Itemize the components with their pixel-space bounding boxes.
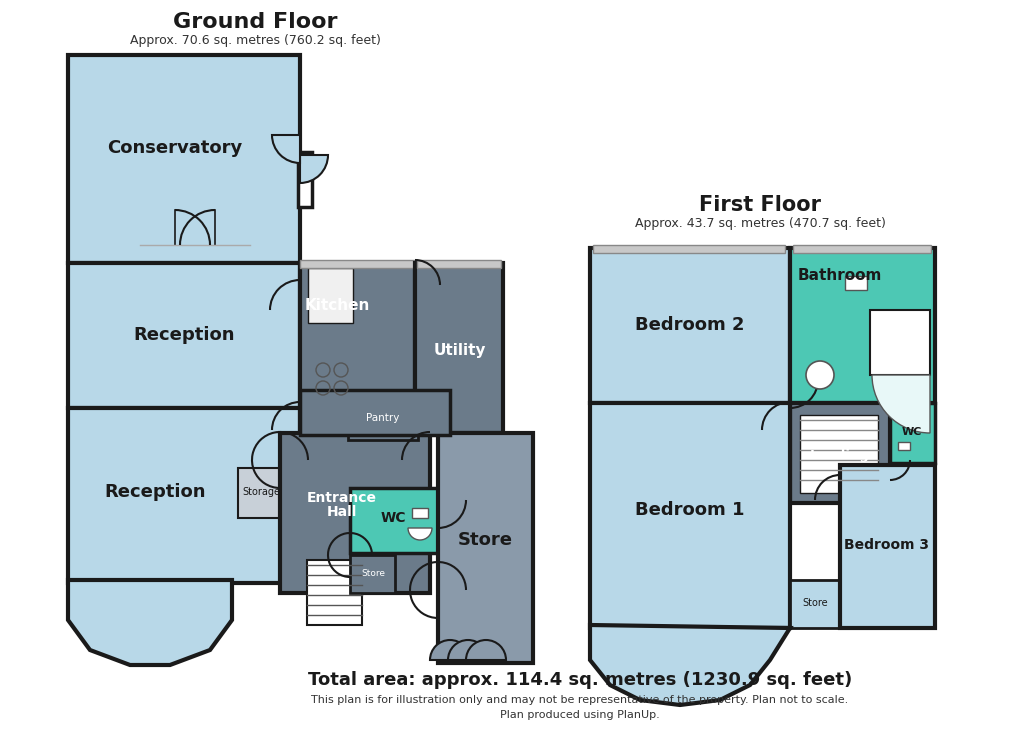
Wedge shape — [872, 375, 930, 433]
Text: This plan is for illustration only and may not be representative of the property: This plan is for illustration only and m… — [311, 695, 849, 705]
Text: Plan produced using PlanUp.: Plan produced using PlanUp. — [500, 710, 659, 720]
Wedge shape — [300, 155, 328, 183]
Text: Reception: Reception — [104, 483, 206, 501]
Text: Approx. 70.6 sq. metres (760.2 sq. feet): Approx. 70.6 sq. metres (760.2 sq. feet) — [130, 33, 381, 47]
Bar — [300, 390, 450, 435]
Bar — [793, 245, 931, 253]
Bar — [840, 465, 935, 628]
Bar — [845, 276, 867, 290]
Text: Kitchen: Kitchen — [304, 298, 370, 312]
Bar — [790, 580, 840, 628]
Bar — [415, 263, 503, 433]
Text: Store: Store — [458, 531, 512, 549]
Wedge shape — [466, 640, 506, 660]
Bar — [417, 260, 501, 268]
Bar — [280, 433, 430, 593]
Text: Storage: Storage — [242, 487, 280, 497]
Bar — [300, 263, 415, 433]
Bar — [307, 560, 362, 625]
Bar — [68, 408, 300, 583]
Text: Bathroom: Bathroom — [798, 268, 883, 283]
Text: Landing: Landing — [810, 449, 870, 461]
Wedge shape — [272, 135, 300, 163]
Text: Ground Floor: Ground Floor — [173, 12, 337, 32]
Circle shape — [806, 361, 834, 389]
Bar — [412, 508, 428, 518]
Text: Approx. 43.7 sq. metres (470.7 sq. feet): Approx. 43.7 sq. metres (470.7 sq. feet) — [635, 217, 886, 229]
Bar — [298, 152, 312, 207]
Text: Utility: Utility — [434, 342, 486, 358]
Bar — [348, 395, 418, 440]
Text: Bedroom 3: Bedroom 3 — [845, 538, 930, 552]
Text: Entrance: Entrance — [307, 491, 377, 505]
Bar — [898, 442, 910, 450]
Bar — [238, 468, 283, 518]
Text: Conservatory: Conservatory — [108, 139, 243, 157]
Polygon shape — [68, 580, 232, 665]
Text: Hall: Hall — [327, 505, 357, 519]
Bar — [438, 433, 534, 663]
Text: Pantry: Pantry — [367, 413, 399, 423]
Polygon shape — [590, 625, 790, 705]
Text: Bedroom 1: Bedroom 1 — [635, 501, 744, 519]
Text: Reception: Reception — [133, 326, 234, 344]
Bar — [593, 245, 785, 253]
Text: WC: WC — [380, 511, 406, 525]
Bar — [590, 248, 790, 403]
Bar — [350, 555, 395, 593]
Bar — [590, 403, 790, 628]
Bar — [308, 268, 353, 323]
Bar — [890, 403, 935, 463]
Bar — [870, 310, 930, 375]
Wedge shape — [408, 528, 432, 540]
Bar — [68, 55, 300, 263]
Bar — [790, 403, 890, 503]
Wedge shape — [430, 640, 470, 660]
Text: Store: Store — [361, 568, 385, 577]
Bar — [790, 248, 935, 403]
Bar — [800, 415, 878, 493]
Bar — [68, 263, 300, 408]
Wedge shape — [449, 640, 488, 660]
Text: Total area: approx. 114.4 sq. metres (1230.9 sq. feet): Total area: approx. 114.4 sq. metres (12… — [308, 671, 852, 689]
Bar — [300, 260, 416, 268]
Bar — [350, 488, 438, 553]
Text: Store: Store — [802, 598, 827, 608]
Text: WC: WC — [902, 427, 923, 437]
Text: Bedroom 2: Bedroom 2 — [635, 316, 744, 334]
Text: First Floor: First Floor — [699, 195, 821, 215]
